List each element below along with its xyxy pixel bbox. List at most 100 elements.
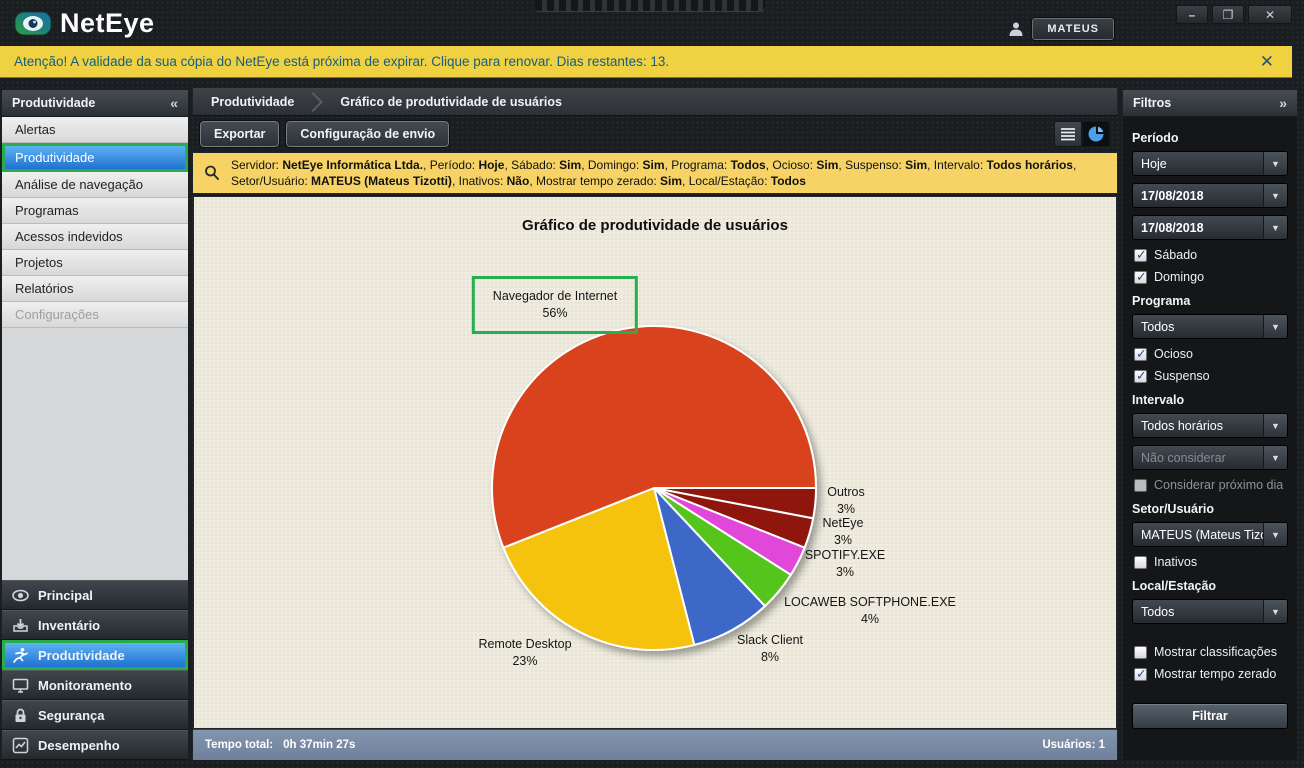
checkbox-box bbox=[1134, 368, 1147, 384]
setor-usuario-select[interactable]: MATEUS (Mateus Tizotti)▼ bbox=[1132, 522, 1288, 547]
monitor-icon bbox=[12, 678, 29, 693]
main-content: Produtividade Gráfico de produtividade d… bbox=[193, 88, 1117, 760]
close-button[interactable]: ✕ bbox=[1248, 5, 1292, 24]
sidebar-item-projetos[interactable]: Projetos bbox=[2, 250, 188, 276]
pie-slice-navegador-de-internet[interactable] bbox=[491, 325, 817, 549]
inventory-icon bbox=[13, 618, 28, 632]
pie-label-remote-desktop: Remote Desktop 23% bbox=[478, 637, 572, 668]
local-estacao-label: Local/Estação bbox=[1132, 579, 1217, 593]
filters-title: Filtros bbox=[1133, 96, 1172, 110]
module-seguranca[interactable]: Segurança bbox=[2, 700, 188, 730]
breadcrumb-produtividade[interactable]: Produtividade bbox=[211, 94, 295, 109]
module-monitoramento[interactable]: Monitoramento bbox=[2, 670, 188, 700]
sidebar-item-analise-navegacao[interactable]: Análise de navegação bbox=[2, 172, 188, 198]
checkbox-box bbox=[1134, 346, 1147, 362]
usuarios-count: Usuários: 1 bbox=[1042, 739, 1105, 751]
app-title: NetEye bbox=[60, 8, 155, 38]
sidebar-item-alertas[interactable]: Alertas bbox=[2, 117, 188, 143]
chart-panel: Gráfico de produtividade de usuários Nav… bbox=[193, 196, 1117, 729]
module-produtividade[interactable]: Produtividade bbox=[2, 640, 188, 670]
sidebar-item-relatorios[interactable]: Relatórios bbox=[2, 276, 188, 302]
chevron-down-icon: ▼ bbox=[1263, 152, 1287, 175]
sidebar-title: Produtividade bbox=[12, 96, 96, 110]
checkbox-ocioso[interactable]: Ocioso bbox=[1134, 346, 1288, 362]
sidebar-item-programas[interactable]: Programas bbox=[2, 198, 188, 224]
titlebar-vent-decoration bbox=[535, 0, 765, 12]
pie-label-navegador-de-internet: Navegador de Internet 56% bbox=[471, 276, 639, 334]
local-estacao-select[interactable]: Todos ▼ bbox=[1132, 599, 1288, 624]
filter-summary-text: Servidor: NetEye Informática Ltda., Perí… bbox=[231, 157, 1076, 189]
lock-icon bbox=[15, 708, 26, 722]
checkbox-mostrar-tempo-zerado[interactable]: Mostrar tempo zerado bbox=[1134, 666, 1288, 682]
app-logo: NetEye bbox=[14, 8, 155, 39]
sidebar-header: Produtividade « bbox=[2, 90, 188, 117]
titlebar: NetEye MATEUS – ❐ ✕ bbox=[0, 0, 1304, 46]
sidebar-item-produtividade[interactable]: Produtividade bbox=[2, 143, 188, 172]
minimize-button[interactable]: – bbox=[1176, 5, 1208, 24]
chevron-down-icon: ▼ bbox=[1263, 446, 1287, 469]
sidebar-item-acessos-indevidos[interactable]: Acessos indevidos bbox=[2, 224, 188, 250]
date-to-select[interactable]: 17/08/2018 ▼ bbox=[1132, 215, 1288, 240]
filter-summary-line2: Setor/Usuário: MATEUS (Mateus Tizotti), … bbox=[231, 174, 806, 188]
user-button[interactable]: MATEUS bbox=[1031, 17, 1115, 41]
list-view-icon[interactable] bbox=[1054, 121, 1082, 147]
filters-header: Filtros » bbox=[1123, 90, 1297, 117]
filter-summary: Servidor: NetEye Informática Ltda., Perí… bbox=[193, 152, 1117, 194]
runner-icon bbox=[13, 647, 28, 663]
programa-select[interactable]: Todos ▼ bbox=[1132, 314, 1288, 339]
sidebar: Produtividade « Alertas Produtividade An… bbox=[2, 90, 188, 760]
checkbox-domingo[interactable]: Domingo bbox=[1134, 269, 1288, 285]
pie-slice-remote-desktop[interactable] bbox=[502, 487, 696, 651]
chart-title: Gráfico de produtividade de usuários bbox=[522, 217, 788, 234]
intervalo-label: Intervalo bbox=[1132, 393, 1185, 407]
license-banner: Atenção! A validade da sua cópia do NetE… bbox=[0, 46, 1292, 78]
breadcrumb-grafico[interactable]: Gráfico de produtividade de usuários bbox=[340, 94, 562, 109]
banner-close-icon[interactable]: ✕ bbox=[1259, 51, 1274, 71]
pie-label-spotify-exe: SPOTIFY.EXE 3% bbox=[804, 548, 886, 579]
setor-usuario-label: Setor/Usuário bbox=[1132, 502, 1214, 516]
checkbox-sabado[interactable]: Sábado bbox=[1134, 247, 1288, 263]
toolbar: Exportar Configuração de envio bbox=[193, 116, 1117, 152]
checkbox-considerar-proximo-dia: Considerar próximo dia bbox=[1134, 478, 1288, 492]
export-button[interactable]: Exportar bbox=[198, 120, 281, 148]
checkbox-box bbox=[1134, 478, 1147, 492]
module-desempenho[interactable]: Desempenho bbox=[2, 730, 188, 760]
module-inventario[interactable]: Inventário bbox=[2, 610, 188, 640]
filtrar-button[interactable]: Filtrar bbox=[1132, 703, 1288, 729]
pie-view-icon[interactable] bbox=[1082, 121, 1110, 147]
tempo-total-value: 0h 37min 27s bbox=[283, 739, 356, 751]
checkbox-box bbox=[1134, 555, 1147, 569]
license-banner-text[interactable]: Atenção! A validade da sua cópia do NetE… bbox=[14, 54, 670, 69]
periodo-label: Período bbox=[1132, 131, 1179, 145]
breadcrumb: Produtividade Gráfico de produtividade d… bbox=[193, 88, 1117, 116]
chevron-down-icon: ▼ bbox=[1263, 600, 1287, 623]
module-principal[interactable]: Principal bbox=[2, 580, 188, 610]
statusbar: Tempo total: 0h 37min 27s Usuários: 1 bbox=[193, 729, 1117, 760]
filters-panel: Filtros » Período Hoje ▼ 17/08/2018 ▼ 17/0… bbox=[1123, 90, 1297, 760]
checkbox-suspenso[interactable]: Suspenso bbox=[1134, 368, 1288, 384]
pie-label-outros: Outros 3% bbox=[827, 485, 865, 516]
sidebar-filler bbox=[2, 328, 188, 580]
intervalo-secondary-select[interactable]: Não considerar ▼ bbox=[1132, 445, 1288, 470]
tempo-total-label: Tempo total: bbox=[205, 739, 274, 751]
checkbox-box bbox=[1134, 247, 1147, 263]
restore-button[interactable]: ❐ bbox=[1212, 5, 1244, 24]
intervalo-select[interactable]: Todos horários ▼ bbox=[1132, 413, 1288, 438]
chevron-down-icon: ▼ bbox=[1263, 184, 1287, 207]
collapse-left-icon[interactable]: « bbox=[170, 95, 178, 111]
periodo-select[interactable]: Hoje ▼ bbox=[1132, 151, 1288, 176]
checkbox-inativos[interactable]: Inativos bbox=[1134, 555, 1288, 569]
pie-label-slack-client: Slack Client 8% bbox=[737, 633, 803, 664]
send-config-button[interactable]: Configuração de envio bbox=[285, 120, 451, 148]
chevron-down-icon: ▼ bbox=[1263, 523, 1287, 546]
collapse-right-icon[interactable]: » bbox=[1279, 95, 1287, 111]
filter-summary-line1: Servidor: NetEye Informática Ltda., Perí… bbox=[231, 158, 1077, 172]
checkbox-mostrar-classificacoes[interactable]: Mostrar classificações bbox=[1134, 645, 1288, 659]
chevron-down-icon: ▼ bbox=[1263, 315, 1287, 338]
pie-chart[interactable] bbox=[194, 197, 1116, 728]
view-toggles bbox=[1054, 121, 1110, 147]
date-from-select[interactable]: 17/08/2018 ▼ bbox=[1132, 183, 1288, 208]
checkbox-box bbox=[1134, 666, 1147, 682]
eye-icon bbox=[12, 589, 29, 601]
pie-label-locaweb-softphone-exe: LOCAWEB SOFTPHONE.EXE 4% bbox=[784, 595, 956, 626]
